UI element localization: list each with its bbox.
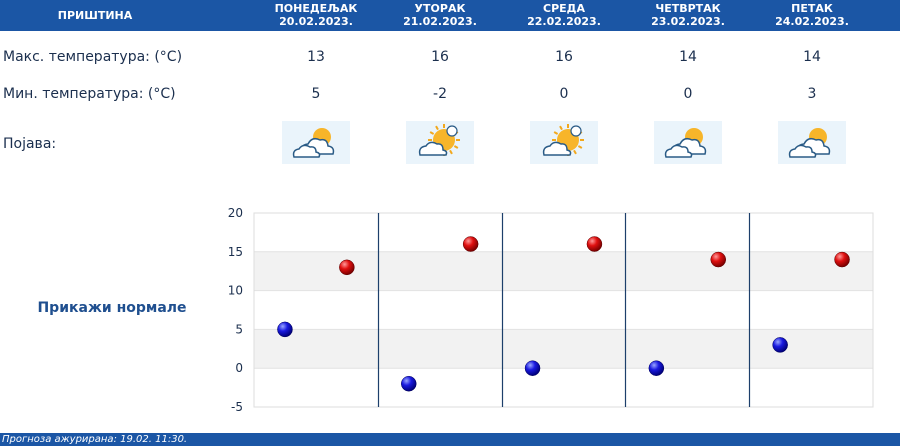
min-temp-value: 0 (559, 86, 569, 102)
max-temp-point (834, 251, 850, 268)
partly-cloudy-icon (282, 121, 350, 164)
grid-band (254, 251, 873, 291)
day-date: 22.02.2023. (527, 15, 601, 28)
y-tick-label: 5 (235, 322, 243, 336)
day-name: ПОНЕДЕЉАК (274, 2, 358, 15)
day-header: СРЕДА 22.02.2023. (502, 2, 626, 28)
day-date: 20.02.2023. (279, 15, 353, 28)
day-date: 24.02.2023. (775, 15, 849, 28)
max-temp-value: 16 (431, 49, 449, 65)
min-temp-point (648, 360, 665, 376)
max-temp-point (586, 236, 603, 252)
forecast-header: ПРИШТИНА ПОНЕДЕЉАК 20.02.2023. УТОРАК 21.02… (0, 0, 900, 31)
day-name: СРЕДА (543, 2, 585, 15)
min-temp-value: -2 (433, 86, 447, 102)
forecast-footer: Прогноза ажурирана: 19.02. 11:30. (0, 433, 900, 446)
max-temp-point (339, 259, 355, 276)
max-temp-label: Макс. температура: (°C) (3, 49, 183, 65)
min-temp-value: 5 (311, 86, 321, 102)
day-date: 21.02.2023. (403, 15, 477, 28)
temperature-chart: 20 15 10 5 0 -5 (228, 206, 874, 414)
city-name: ПРИШТИНА (57, 9, 133, 22)
partly-cloudy-icon (778, 121, 846, 164)
min-temp-point (401, 375, 417, 392)
y-tick-label: 20 (228, 206, 243, 220)
grid-band (254, 368, 873, 407)
min-temp-label: Мин. температура: (°C) (3, 86, 176, 102)
min-temp-value: 0 (683, 86, 693, 102)
y-tick-label: 10 (228, 284, 243, 298)
day-name: ЧЕТВРТАК (655, 2, 721, 15)
grid-band (254, 213, 873, 252)
max-temp-value: 13 (307, 49, 325, 65)
mostly-sunny-icon (406, 121, 474, 164)
updated-label: Прогноза ажурирана: (2, 434, 117, 445)
y-tick-label: 0 (235, 361, 243, 375)
min-temp-point (277, 321, 293, 338)
min-temp-point (524, 360, 541, 376)
y-tick-label: 15 (228, 245, 243, 259)
day-date: 23.02.2023. (651, 15, 725, 28)
updated-value: 19.02. 11:30. (120, 434, 188, 445)
day-header: ПОНЕДЕЉАК 20.02.2023. (254, 2, 378, 28)
day-header: УТОРАК 21.02.2023. (378, 2, 502, 28)
show-normals-link[interactable]: Прикажи нормале (37, 300, 187, 316)
day-name: УТОРАК (414, 2, 466, 15)
day-header: ПЕТАК 24.02.2023. (750, 2, 874, 28)
day-name: ПЕТАК (791, 2, 833, 15)
mostly-sunny-icon (530, 121, 598, 164)
min-temp-point (772, 337, 788, 353)
y-tick-label: -5 (231, 400, 243, 414)
max-temp-value: 16 (555, 49, 573, 65)
grid-band (254, 290, 873, 330)
max-temp-value: 14 (803, 49, 821, 65)
grid-band (254, 329, 873, 369)
partly-cloudy-icon (654, 121, 722, 164)
max-temp-point (462, 236, 479, 252)
max-temp-value: 14 (679, 49, 697, 65)
phenomenon-label: Појава: (3, 136, 57, 152)
plot-frame (253, 212, 874, 408)
day-header: ЧЕТВРТАК 23.02.2023. (626, 2, 750, 28)
min-temp-value: 3 (807, 86, 817, 102)
max-temp-point (710, 251, 726, 268)
